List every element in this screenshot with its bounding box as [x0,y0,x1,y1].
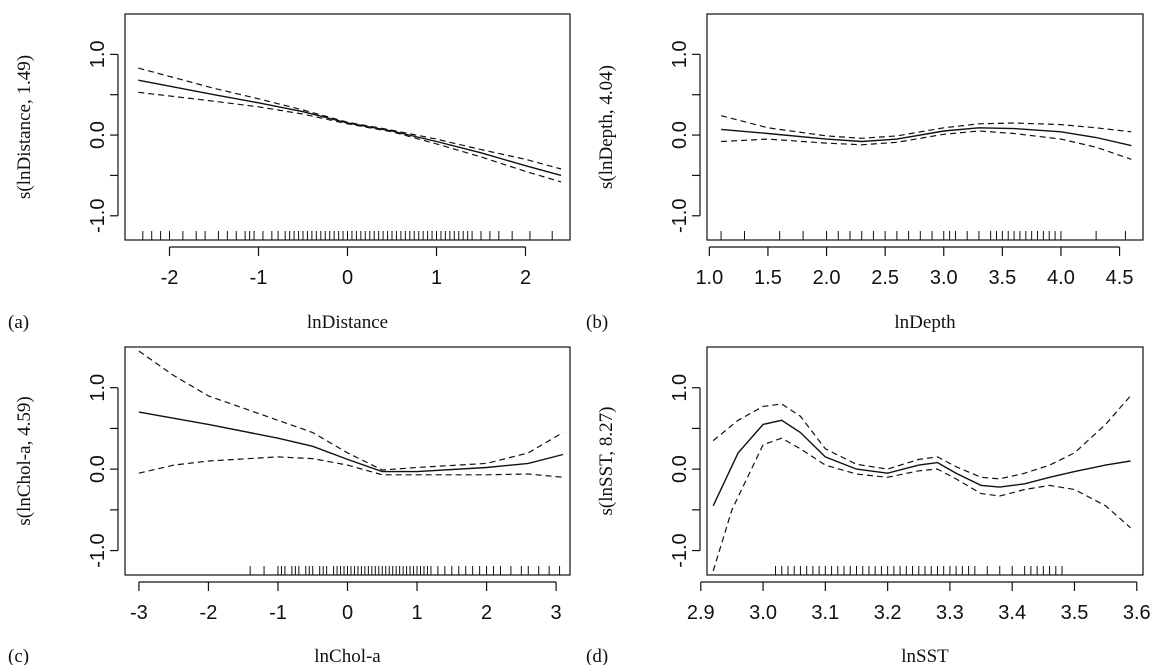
y-tick-label: 1.0 [669,374,691,402]
x-tick-label: 0 [342,602,353,624]
plot-frame-c [124,346,571,576]
confidence-band-line-a-2 [138,91,562,183]
y-tick-label: 1.0 [87,40,109,68]
x-tick-label: 3.6 [1123,602,1151,624]
y-axis-title-c: s(lnChol-a, 4.59) [14,396,35,525]
x-tick-label: -1 [269,602,287,624]
x-tick-label: 3.1 [811,602,839,624]
y-tick-label: 1.0 [87,374,109,402]
y-tick-label: -1.0 [87,533,109,567]
x-tick-label: 4.0 [1047,267,1075,289]
confidence-band-line-a-1 [138,67,562,170]
panel-label-d: (d) [586,646,608,665]
x-tick-label: 1 [431,267,442,289]
plot-frame-a [124,13,571,241]
smooth-fit-line-b-0 [721,127,1132,147]
x-axis-title-d: lnSST [901,646,949,665]
x-tick-label: 3.4 [998,602,1026,624]
smooth-fit-line-c-0 [138,411,564,473]
x-tick-label: 1 [411,602,422,624]
panel-label-c: (c) [8,646,29,665]
x-tick-label: 3.2 [874,602,902,624]
x-tick-label: 1.5 [754,267,782,289]
y-tick-label: 0.0 [669,121,691,149]
y-axis-title-b: s(lnDepth, 4.04) [596,65,617,189]
x-axis-title-c: lnChol-a [314,646,381,665]
x-tick-label: 2 [481,602,492,624]
x-tick-label: 3.0 [930,267,958,289]
y-tick-label: 1.0 [669,40,691,68]
x-tick-label: 3.3 [936,602,964,624]
confidence-band-line-d-1 [712,395,1131,480]
confidence-band-line-b-2 [721,130,1132,160]
x-tick-label: 4.5 [1106,267,1134,289]
x-tick-label: 3.5 [988,267,1016,289]
x-tick-label: 3 [551,602,562,624]
smooth-fit-line-a-0 [138,79,562,177]
y-tick-label: 0.0 [669,455,691,483]
confidence-band-line-b-1 [720,115,1132,139]
y-tick-label: -1.0 [669,533,691,567]
x-tick-label: -3 [130,602,148,624]
panel-a: -2 -1 0 1 2 -1.0 0.0 1.0 lnDistance s(lnDistance,… [8,13,571,333]
x-tick-label: -2 [200,602,218,624]
y-tick-label: 0.0 [87,121,109,149]
x-tick-label: 3.0 [749,602,777,624]
confidence-band-line-c-1 [138,350,564,471]
panel-c: -3 -2 -1 0 1 2 3 -1.0 0.0 1.0 lnChol-a s(lnChol-a, … [8,346,571,665]
y-axis-title-a: s(lnDistance, 1.49) [14,55,35,199]
y-tick-label: -1.0 [87,199,109,233]
smooth-fit-line-d-0 [712,419,1131,507]
panel-d: 2.9 3.0 3.1 3.2 3.3 3.4 3.5 3.6 -1.0 0.0 1.0 lnSST s… [586,346,1151,665]
plot-frame-b [706,13,1144,241]
x-tick-label: 0 [342,267,353,289]
x-tick-label: 1.0 [695,267,723,289]
y-tick-label: 0.0 [87,455,109,483]
confidence-band-line-d-2 [712,437,1131,572]
x-tick-label: 2.5 [871,267,899,289]
plot-frame-d [706,346,1144,576]
x-tick-label: 2 [520,267,531,289]
y-axis-title-d: s(lnSST, 8.27) [596,407,617,516]
x-axis-title-a: lnDistance [307,312,388,333]
panel-label-b: (b) [586,312,608,333]
x-tick-label: 3.5 [1061,602,1089,624]
panel-b: 1.0 1.5 2.0 2.5 3.0 3.5 4.0 4.5 -1.0 0.0 1.0 lnDept… [586,13,1144,333]
x-tick-label: -2 [161,267,179,289]
panel-label-a: (a) [8,312,29,333]
x-axis-title-b: lnDepth [894,312,956,333]
x-tick-label: 2.9 [687,602,715,624]
x-tick-label: -1 [250,267,268,289]
x-tick-label: 2.0 [813,267,841,289]
y-tick-label: -1.0 [669,199,691,233]
confidence-band-line-c-2 [138,456,564,478]
